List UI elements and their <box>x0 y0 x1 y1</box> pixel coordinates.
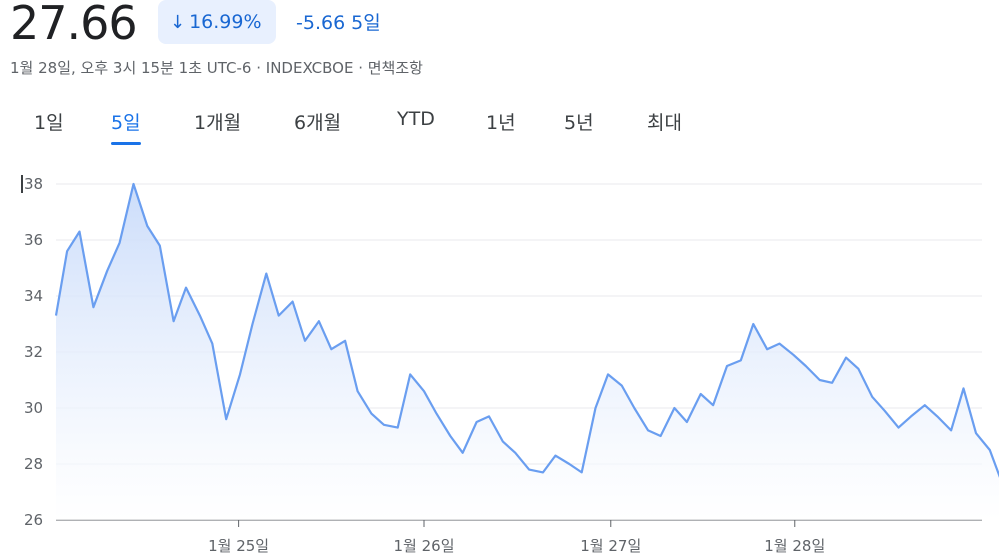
quote-meta: 1월 28일, 오후 3시 15분 1초 UTC-6 · INDEXCBOE ·… <box>10 59 423 77</box>
tab-5d[interactable]: 5일 <box>111 108 141 145</box>
absolute-change: -5.66 5일 <box>296 8 387 35</box>
tab-1d[interactable]: 1일 <box>34 112 64 134</box>
x-tick-label: 1월 26일 <box>394 537 455 555</box>
price-chart[interactable]: 26 28 30 32 34 36 38 1월 25일 1월 26일 1월 27일 1월 28일 <box>0 150 999 558</box>
x-tick-label: 1월 25일 <box>208 537 269 555</box>
tab-1m[interactable]: 1개월 <box>194 112 242 134</box>
tab-6m[interactable]: 6개월 <box>294 112 342 134</box>
price-value: 27.66 <box>10 0 138 50</box>
tab-5y[interactable]: 5년 <box>564 112 594 134</box>
percent-change-badge: ↓ 16.99% <box>158 0 276 44</box>
percent-change-value: 16.99% <box>189 11 262 33</box>
price-line <box>54 182 999 478</box>
range-tabs: 1일 5일 1개월 6개월 YTD 1년 5년 최대 <box>0 108 999 145</box>
y-tick-label: 34 <box>24 287 43 305</box>
change-period: 5일 <box>351 12 381 34</box>
y-tick-label: 28 <box>24 455 43 473</box>
y-tick-label: 36 <box>24 231 43 249</box>
down-arrow-icon: ↓ <box>170 11 186 33</box>
tab-max[interactable]: 최대 <box>647 112 682 134</box>
absolute-change-value: -5.66 <box>296 12 346 34</box>
y-tick-label: 26 <box>24 511 43 529</box>
x-tick-label: 1월 27일 <box>580 537 641 555</box>
y-tick-label: 38 <box>24 175 43 193</box>
price-area-fill <box>56 184 999 520</box>
y-tick-label: 32 <box>24 343 43 361</box>
x-tick-label: 1월 28일 <box>764 537 825 555</box>
y-tick-label: 30 <box>24 399 43 417</box>
tab-ytd[interactable]: YTD <box>397 108 435 130</box>
tab-1y[interactable]: 1년 <box>486 112 516 134</box>
